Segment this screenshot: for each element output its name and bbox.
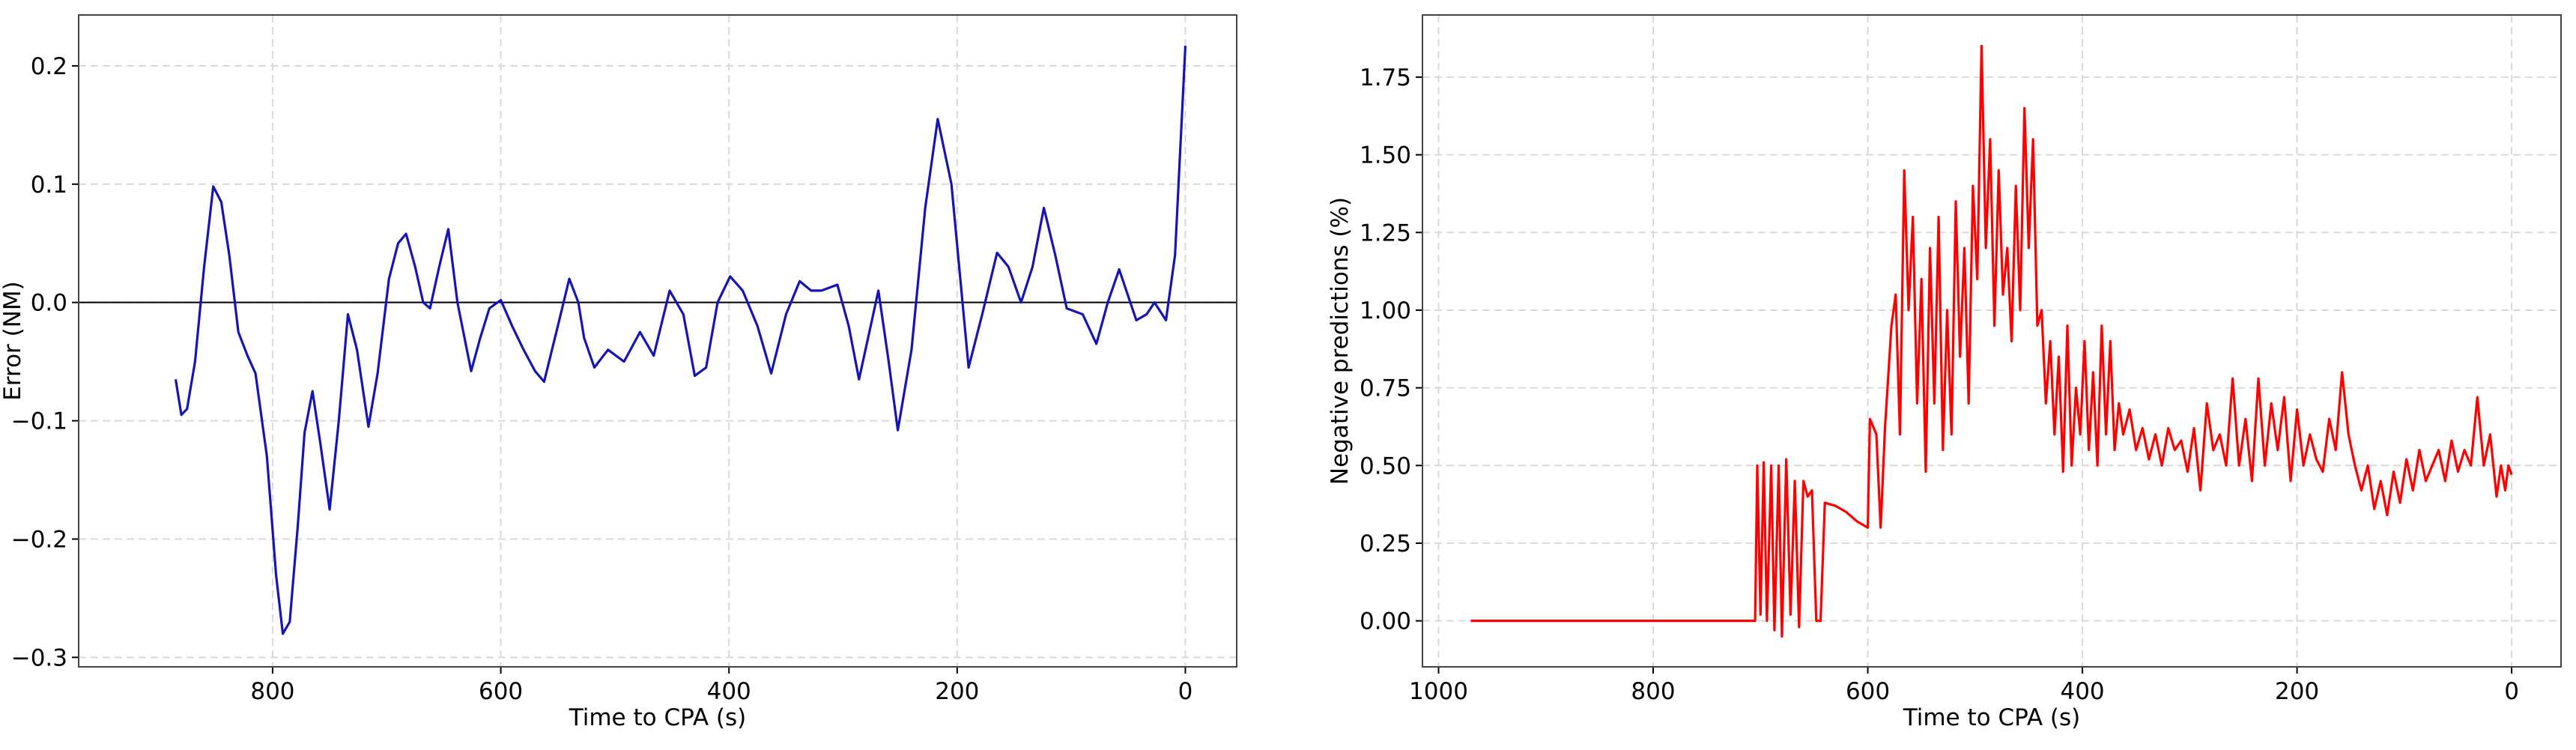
- x-axis-label: Time to CPA (s): [569, 704, 746, 731]
- axes-frame: [78, 14, 1237, 668]
- y-tick-label: 0.75: [1360, 375, 1411, 402]
- x-tick-label: 0: [1178, 678, 1193, 705]
- y-tick-label: 1.25: [1360, 220, 1411, 247]
- x-tick-label: 600: [479, 678, 523, 705]
- axes-frame: [1422, 14, 2562, 668]
- y-tick-label: 1.75: [1360, 64, 1411, 91]
- y-tick-label: 0.50: [1360, 453, 1411, 480]
- x-tick-label: 400: [2060, 678, 2104, 705]
- x-tick-label: 600: [1846, 678, 1890, 705]
- data-line: [1470, 44, 2513, 638]
- y-tick-label: 0.2: [31, 53, 67, 80]
- y-tick-label: 0.1: [31, 172, 67, 199]
- data-line: [174, 46, 1187, 635]
- y-axis-label: Error (NM): [0, 281, 26, 401]
- x-tick-label: 1000: [1409, 678, 1468, 705]
- x-tick-label: 200: [2275, 678, 2319, 705]
- y-tick-label: 0.00: [1360, 608, 1411, 635]
- y-tick-label: 1.00: [1360, 297, 1411, 324]
- x-axis-label: Time to CPA (s): [1903, 704, 2080, 731]
- x-tick-label: 800: [250, 678, 294, 705]
- x-tick-label: 800: [1631, 678, 1675, 705]
- y-tick-label: 1.50: [1360, 142, 1411, 169]
- y-tick-label: −0.3: [11, 644, 67, 671]
- x-tick-label: 400: [707, 678, 751, 705]
- y-tick-label: −0.1: [11, 408, 67, 435]
- x-tick-label: 0: [2504, 678, 2519, 705]
- y-tick-label: 0.0: [31, 290, 67, 317]
- y-tick-label: −0.2: [11, 526, 67, 553]
- y-tick-label: 0.25: [1360, 530, 1411, 557]
- x-tick-label: 200: [935, 678, 979, 705]
- y-axis-label: Negative predictions (%): [1327, 197, 1354, 485]
